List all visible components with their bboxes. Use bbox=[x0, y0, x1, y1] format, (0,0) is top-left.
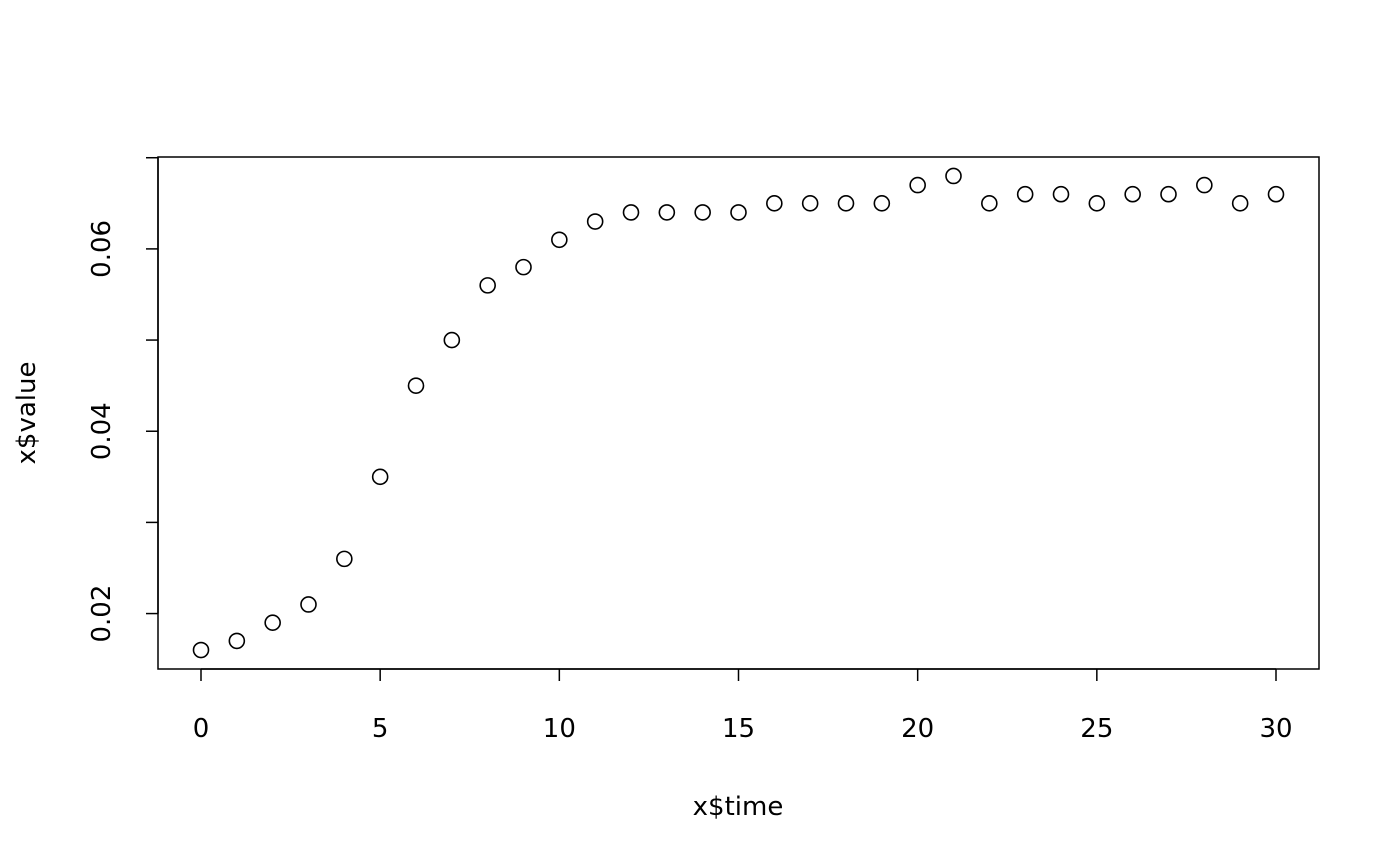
y-axis-title: x$value bbox=[12, 362, 42, 465]
data-point bbox=[945, 167, 962, 185]
data-point bbox=[622, 204, 640, 221]
data-points bbox=[192, 167, 1285, 659]
data-point bbox=[1231, 195, 1249, 212]
y-tick-label: 0.06 bbox=[87, 220, 117, 278]
data-point bbox=[1052, 185, 1070, 203]
data-point bbox=[1124, 185, 1141, 203]
plot-frame bbox=[157, 156, 1320, 670]
data-point bbox=[658, 204, 676, 221]
data-point bbox=[371, 468, 389, 486]
data-point bbox=[1196, 176, 1213, 194]
data-point bbox=[1016, 185, 1034, 203]
data-point bbox=[909, 176, 926, 194]
data-point bbox=[443, 331, 461, 349]
data-point bbox=[1267, 185, 1285, 203]
data-point bbox=[336, 550, 353, 568]
x-tick-label: 10 bbox=[543, 714, 576, 744]
x-tick-label: 20 bbox=[901, 714, 934, 744]
x-tick-label: 5 bbox=[372, 714, 389, 744]
x-tick-label: 0 bbox=[193, 714, 210, 744]
data-point bbox=[515, 258, 532, 276]
data-point bbox=[551, 231, 568, 249]
y-tick-label: 0.04 bbox=[87, 402, 117, 460]
data-point bbox=[801, 195, 819, 212]
data-point bbox=[1160, 185, 1177, 203]
data-point bbox=[228, 632, 246, 650]
y-axis: 0.02 0.04 0.06 bbox=[87, 156, 159, 643]
data-point bbox=[479, 277, 496, 294]
data-point bbox=[192, 641, 210, 659]
x-axis-title: x$time bbox=[693, 792, 784, 822]
x-axis: 0 5 10 15 20 25 30 bbox=[193, 668, 1293, 744]
data-point bbox=[264, 614, 281, 631]
data-point bbox=[694, 204, 711, 221]
data-point bbox=[981, 195, 998, 212]
x-tick-label: 15 bbox=[722, 714, 755, 744]
data-point bbox=[730, 204, 747, 221]
x-tick-label: 30 bbox=[1259, 714, 1292, 744]
data-point bbox=[1088, 195, 1106, 212]
x-tick-label: 25 bbox=[1080, 714, 1113, 744]
y-tick-label: 0.02 bbox=[87, 585, 117, 643]
data-point bbox=[873, 195, 891, 212]
data-point bbox=[407, 377, 425, 394]
data-point bbox=[766, 195, 783, 212]
data-point bbox=[837, 195, 855, 212]
data-point bbox=[586, 213, 604, 230]
data-point bbox=[300, 596, 317, 613]
